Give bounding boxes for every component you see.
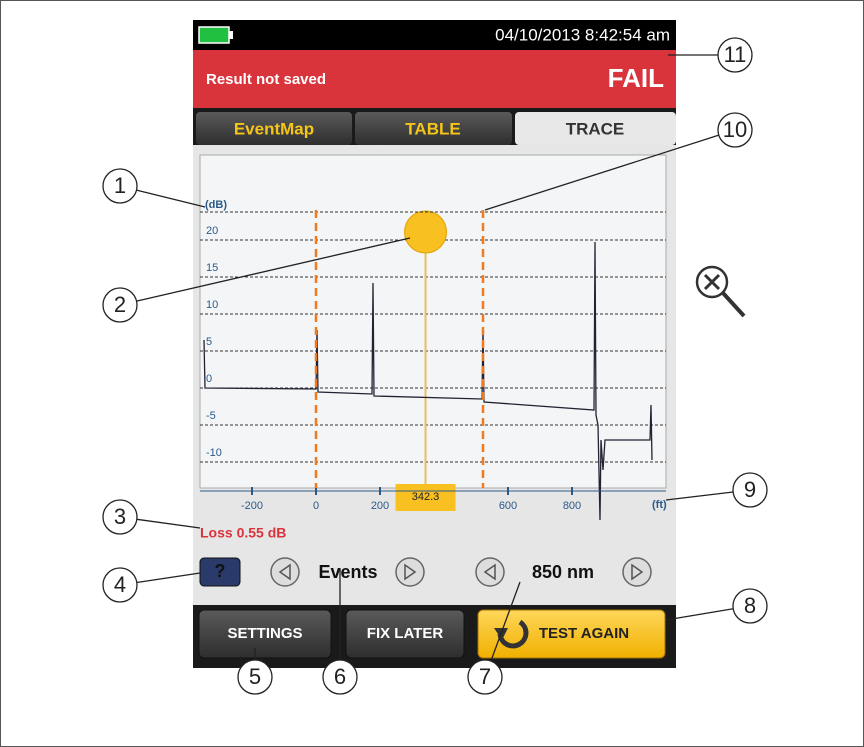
arrow bbox=[404, 563, 417, 581]
refresh-icon[interactable] bbox=[497, 619, 529, 649]
tab[interactable] bbox=[355, 112, 512, 145]
result: FAIL bbox=[608, 63, 664, 93]
y-tick-label: 5 bbox=[206, 336, 212, 348]
battery bbox=[198, 26, 230, 44]
help-button[interactable] bbox=[199, 557, 241, 587]
nav-label: 850 nm bbox=[532, 562, 594, 582]
trace-line bbox=[203, 241, 653, 521]
battery-tip bbox=[229, 31, 233, 39]
callout-circle bbox=[102, 567, 138, 603]
callout-number: 1 bbox=[114, 173, 126, 198]
callout-circle bbox=[322, 659, 358, 695]
zoom-x[interactable] bbox=[703, 273, 721, 291]
y-unit: (dB) bbox=[205, 199, 227, 211]
callout-circle bbox=[237, 659, 273, 695]
y-tick-label: 0 bbox=[206, 373, 212, 385]
x-tick-label: 200 bbox=[371, 500, 389, 512]
x-unit: (ft) bbox=[652, 499, 667, 511]
tab-label[interactable]: EventMap bbox=[234, 119, 314, 138]
callout-circle bbox=[732, 472, 768, 508]
next-wavelength[interactable] bbox=[622, 557, 652, 587]
callout-number: 6 bbox=[334, 664, 346, 689]
y-tick-label: -5 bbox=[206, 410, 216, 422]
help-label[interactable]: ? bbox=[215, 561, 226, 581]
x-tick-label: 0 bbox=[313, 500, 319, 512]
header bbox=[193, 50, 676, 108]
callout-number: 5 bbox=[249, 664, 261, 689]
callout-number: 9 bbox=[744, 477, 756, 502]
callout-number: 3 bbox=[114, 504, 126, 529]
button-label[interactable]: SETTINGS bbox=[227, 625, 302, 642]
next-event[interactable] bbox=[395, 557, 425, 587]
x-tick-label: 600 bbox=[499, 500, 517, 512]
callout-circle bbox=[102, 499, 138, 535]
y-tick-label: 20 bbox=[206, 225, 218, 237]
callout-line bbox=[665, 608, 734, 621]
settings-button[interactable] bbox=[198, 609, 332, 659]
datetime: 04/10/2013 8:42:54 am bbox=[495, 25, 670, 44]
tab[interactable] bbox=[196, 112, 352, 145]
cursor-handle[interactable] bbox=[404, 210, 448, 254]
test-again-button[interactable] bbox=[477, 609, 666, 659]
y-tick-label: 15 bbox=[206, 262, 218, 274]
callout-number: 8 bbox=[744, 593, 756, 618]
callout-number: 4 bbox=[114, 572, 126, 597]
tab-label[interactable]: TABLE bbox=[405, 119, 460, 138]
prev-wavelength[interactable] bbox=[475, 557, 505, 587]
button-label[interactable]: TEST AGAIN bbox=[539, 625, 629, 642]
zoom-icon[interactable] bbox=[695, 265, 746, 318]
x-tick-label: -200 bbox=[241, 500, 263, 512]
tab-active[interactable] bbox=[515, 112, 676, 145]
fix-later-button[interactable] bbox=[345, 609, 465, 659]
callout-circle bbox=[467, 659, 503, 695]
callout-line bbox=[136, 237, 411, 302]
callout-line bbox=[136, 189, 206, 208]
callout-line bbox=[136, 572, 201, 584]
callout-circle bbox=[717, 37, 753, 73]
callout-circle bbox=[102, 168, 138, 204]
tab-label[interactable]: TRACE bbox=[566, 119, 625, 138]
callout-circle bbox=[102, 287, 138, 323]
y-tick-label: 10 bbox=[206, 299, 218, 311]
y-tick-label: -10 bbox=[206, 447, 222, 459]
callout-circle bbox=[732, 588, 768, 624]
nav-label: Events bbox=[318, 562, 377, 582]
callout-number: 11 bbox=[724, 42, 747, 67]
button-label[interactable]: FIX LATER bbox=[367, 625, 444, 642]
callout-line bbox=[490, 581, 521, 662]
callout-circle bbox=[717, 112, 753, 148]
zoom-handle[interactable] bbox=[721, 291, 746, 318]
arrow bbox=[483, 563, 496, 581]
x-tick-label: 800 bbox=[563, 500, 581, 512]
callout-line bbox=[665, 491, 734, 501]
callout-number: 10 bbox=[723, 117, 747, 142]
cursor-box bbox=[395, 484, 456, 511]
save-status: Result not saved bbox=[206, 71, 326, 88]
callout-number: 2 bbox=[114, 292, 126, 317]
arrow bbox=[278, 563, 291, 581]
plot-area bbox=[199, 154, 667, 489]
cursor-label: 342.3 bbox=[412, 491, 440, 503]
loss: Loss 0.55 dB bbox=[200, 525, 286, 541]
callout-number: 7 bbox=[479, 664, 491, 689]
status-bar bbox=[193, 20, 676, 50]
callout-line bbox=[484, 134, 720, 211]
arrow bbox=[631, 563, 644, 581]
prev-event[interactable] bbox=[270, 557, 300, 587]
callout-line bbox=[136, 518, 201, 529]
